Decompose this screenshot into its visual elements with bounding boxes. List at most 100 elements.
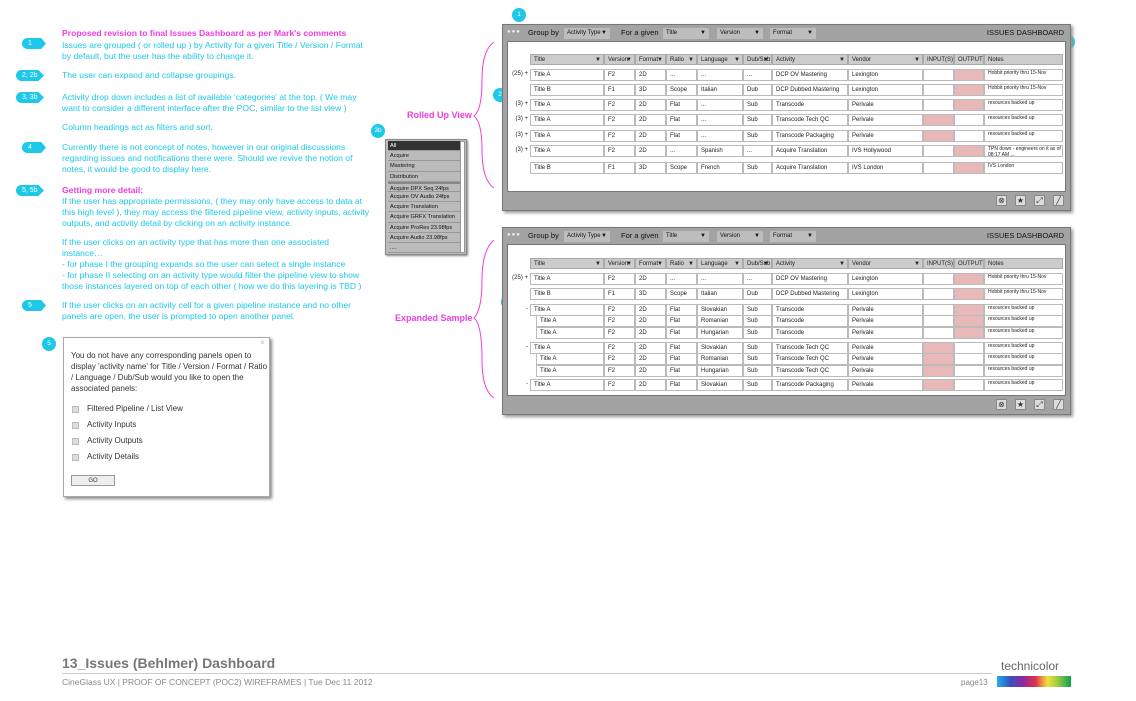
version-filter-dropdown[interactable]: Version [717,28,763,39]
column-header-title[interactable]: Title [530,258,604,269]
column-header-version[interactable]: Version [604,54,635,65]
table-cell-inputs [923,145,954,157]
expand-collapse-toggle[interactable]: (3) + [515,116,528,122]
version-filter-dropdown[interactable]: Version [717,231,763,242]
table-cell-format: 2D [635,273,666,285]
dialog-close-button[interactable]: x [261,340,264,346]
expand-collapse-toggle[interactable]: - [526,344,528,350]
close-circle-icon[interactable]: ⊗ [996,195,1007,206]
table-cell-activity[interactable]: DCP Dubbed Mastering [772,84,848,96]
column-header-inputs[interactable]: INPUT(S) [923,258,954,269]
table-cell-activity[interactable]: DCP OV Mastering [772,273,848,285]
dropdown-option[interactable]: Acquire GRFX Translation [388,212,463,223]
table-cell-activity[interactable]: Transcode [772,315,848,327]
table-cell-activity[interactable]: Transcode [772,99,848,111]
table-cell-ratio: Scope [666,162,697,174]
column-header-inputs[interactable]: INPUT(S) [923,54,954,65]
column-header-activity[interactable]: Activity [772,54,848,65]
table-cell-activity[interactable]: Transcode Tech QC [772,365,848,377]
column-header-ratio[interactable]: Ratio [666,258,697,269]
column-header-output[interactable]: OUTPUT [954,54,984,65]
table-cell-activity[interactable]: DCP OV Mastering [772,69,848,81]
column-header-ratio[interactable]: Ratio [666,54,697,65]
expand-collapse-toggle[interactable]: (3) + [515,101,528,107]
dialog-checkbox[interactable] [72,406,79,413]
column-header-vendor[interactable]: Vendor [848,54,923,65]
column-header-format[interactable]: Format [635,258,666,269]
pin-icon[interactable]: ★ [1015,195,1026,206]
group-by-dropdown[interactable]: Activity Type [564,231,610,242]
table-cell-activity[interactable]: Transcode Tech QC [772,353,848,365]
column-header-notes[interactable]: Notes [984,258,1063,269]
note-tag-5: 5, 5b [16,185,44,196]
window-controls-icon[interactable]: ●●● [507,232,521,238]
table-cell-activity[interactable]: Transcode Tech QC [772,114,848,126]
go-button[interactable]: GO [71,475,115,486]
table-cell-activity[interactable]: Transcode Packaging [772,130,848,142]
dropdown-option[interactable]: Acquire Audio 23.98fps [388,233,463,243]
dropdown-option[interactable]: Acquire Translation [388,202,463,213]
table-cell-activity[interactable]: Acquire Translation [772,145,848,157]
dialog-checkbox[interactable] [72,454,79,461]
column-header-language[interactable]: Language [697,54,743,65]
expand-collapse-toggle[interactable]: (25) + [512,71,528,77]
column-header-title[interactable]: Title [530,54,604,65]
expand-collapse-toggle[interactable]: (3) + [515,132,528,138]
dropdown-option[interactable]: Distribution [388,172,463,182]
format-filter-dropdown[interactable]: Format [770,28,816,39]
column-header-vendor[interactable]: Vendor [848,258,923,269]
expand-collapse-toggle[interactable]: - [526,381,528,387]
dropdown-scrollbar[interactable] [460,141,465,253]
column-header-dubsub[interactable]: Dub/Sub [743,258,772,269]
table-cell-activity[interactable]: DCP Dubbed Mastering [772,288,848,300]
column-header-notes[interactable]: Notes [984,54,1063,65]
dropdown-option[interactable]: .... [388,243,463,254]
panel-titlebar[interactable]: ●●● Group by Activity Type For a given Title… [503,228,1070,244]
table-cell-title: Title A [530,145,604,157]
format-filter-dropdown[interactable]: Format [770,231,816,242]
title-filter-dropdown[interactable]: Title [663,28,709,39]
column-header-version[interactable]: Version [604,258,635,269]
dropdown-option[interactable]: Acquire [388,151,463,162]
window-controls-icon[interactable]: ●●● [507,29,521,35]
resize-grip-icon[interactable]: ╱ [1053,399,1064,410]
table-cell-dubsub: Sub [743,315,772,327]
dropdown-option[interactable]: Mastering [388,161,463,172]
table-cell-ratio: Scope [666,288,697,300]
expand-icon[interactable]: ⤢ [1034,195,1045,206]
expand-icon[interactable]: ⤢ [1034,399,1045,410]
table-cell-activity[interactable]: Transcode Packaging [772,379,848,391]
rolled-up-view-label: Rolled Up View [407,110,472,120]
dropdown-option[interactable]: Acquire DPX Seq 24fps [388,181,463,192]
column-header-activity[interactable]: Activity [772,258,848,269]
dialog-checkbox[interactable] [72,438,79,445]
close-circle-icon[interactable]: ⊗ [996,399,1007,410]
dialog-option-label[interactable]: Activity Outputs [87,436,143,445]
table-cell-activity[interactable]: Acquire Translation [772,162,848,174]
dialog-option-label[interactable]: Activity Inputs [87,420,137,429]
table-cell-activity[interactable]: Transcode Tech QC [772,342,848,354]
table-cell-vendor: Perivale [848,327,923,339]
table-cell-activity[interactable]: Transcode [772,327,848,339]
expand-collapse-toggle[interactable]: (3) + [515,147,528,153]
dialog-option-label[interactable]: Filtered Pipeline / List View [87,404,183,413]
dropdown-option[interactable]: All [388,141,463,152]
group-by-dropdown[interactable]: Activity Type [564,28,610,39]
dialog-checkbox[interactable] [72,422,79,429]
column-header-format[interactable]: Format [635,54,666,65]
expand-collapse-toggle[interactable]: (25) + [512,275,528,281]
panel-titlebar[interactable]: ●●● Group by Activity Type For a given Title… [503,25,1070,41]
dialog-option-label[interactable]: Activity Details [87,452,140,461]
expand-collapse-toggle[interactable]: - [526,306,528,312]
column-header-dubsub[interactable]: Dub/Sub [743,54,772,65]
title-filter-dropdown[interactable]: Title [663,231,709,242]
dropdown-option[interactable]: Acquire OV Audio 24fps [388,192,463,203]
table-cell-notes: resources backed up [984,353,1063,365]
pin-icon[interactable]: ★ [1015,399,1026,410]
dropdown-option[interactable]: Acquire ProRes 23.98fps [388,223,463,233]
column-header-language[interactable]: Language [697,258,743,269]
activity-type-dropdown-list[interactable]: All Acquire Mastering Distribution Acquire D… [385,139,467,255]
resize-grip-icon[interactable]: ╱ [1053,195,1064,206]
column-header-output[interactable]: OUTPUT [954,258,984,269]
table-cell-version: F2 [604,99,635,111]
